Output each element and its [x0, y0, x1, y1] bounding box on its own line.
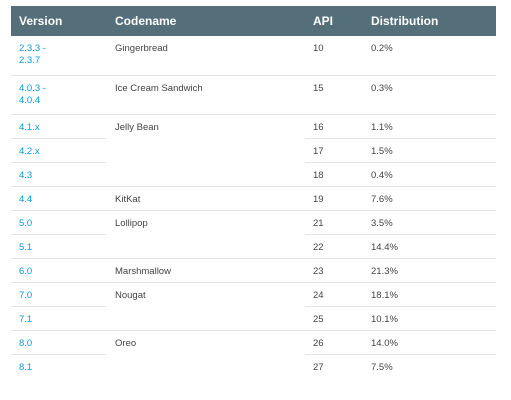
distribution-cell: 7.6% — [363, 186, 496, 211]
api-cell: 18 — [305, 162, 363, 187]
api-cell: 10 — [305, 36, 363, 76]
api-cell: 23 — [305, 258, 363, 283]
version-link-text[interactable]: 8.0 — [19, 337, 33, 349]
version-link-text[interactable]: 4.4 — [19, 193, 33, 205]
distribution-cell: 7.5% — [371, 361, 393, 373]
header-distribution: Distribution — [363, 6, 496, 36]
version-link[interactable]: 6.0 — [11, 258, 107, 283]
version-link-text[interactable]: 5.1 — [19, 241, 33, 253]
version-link[interactable]: 5.1 — [11, 234, 107, 259]
table-row: 4.4 KitKat 19 7.6% — [11, 186, 496, 211]
table-row: 4.0.3 - 4.0.4 Ice Cream Sandwich 15 0.3% — [11, 75, 496, 115]
version-link[interactable]: 4.1.x — [11, 114, 107, 139]
table-row: 8.0 Oreo 26 14.0% — [11, 330, 496, 355]
api-cell: 19 — [305, 186, 363, 211]
api-cell: 26 — [305, 330, 363, 355]
version-link-text[interactable]: 2.3.3 - 2.3.7 — [19, 43, 46, 66]
api-cell: 25 — [305, 306, 363, 331]
version-link-text[interactable]: 6.0 — [19, 265, 33, 277]
table-row: 4.3 18 0.4% — [11, 162, 496, 187]
distribution-cell: 10.1% — [363, 306, 496, 331]
version-link[interactable]: 4.4 — [11, 186, 107, 211]
codename-cell: KitKat — [107, 186, 305, 211]
distribution-cell: 18.1% — [363, 282, 496, 307]
version-link[interactable]: 8.0 — [11, 330, 107, 355]
table-header-row: Version Codename API Distribution — [11, 6, 496, 36]
codename-cell: Marshmallow — [107, 258, 305, 283]
codename-cell: Gingerbread — [107, 36, 305, 76]
api-cell: 27 — [313, 361, 324, 373]
distribution-cell: 21.3% — [363, 258, 496, 283]
table-row: 5.0 Lollipop 21 3.5% — [11, 210, 496, 259]
version-link-text[interactable]: 7.0 — [19, 289, 33, 301]
version-link[interactable]: 5.0 — [11, 210, 107, 235]
version-link[interactable]: 4.0.3 - 4.0.4 — [11, 75, 107, 115]
version-link[interactable]: 8.1 — [11, 354, 107, 378]
header-codename: Codename — [107, 6, 305, 36]
version-link-text[interactable]: 8.1 — [19, 361, 33, 373]
distribution-cell: 14.0% — [363, 330, 496, 355]
distribution-cell: 14.4% — [363, 234, 496, 259]
version-link[interactable]: 7.0 — [11, 282, 107, 307]
version-link-text[interactable]: 4.2.x — [19, 145, 40, 157]
api-cell: 17 — [305, 138, 363, 163]
distribution-table-container: Version Codename API Distribution 2.3.3 … — [11, 6, 496, 378]
distribution-cell: 3.5% — [363, 210, 496, 235]
android-distribution-table: Version Codename API Distribution 2.3.3 … — [11, 6, 496, 378]
table-row: 7.0 Nougat 24 18.1% — [11, 282, 496, 331]
version-link[interactable]: 4.2.x — [11, 138, 107, 163]
table-row: 6.0 Marshmallow 23 21.3% — [11, 258, 496, 283]
api-cell: 21 — [305, 210, 363, 235]
table-row: 7.1 25 10.1% — [11, 306, 496, 331]
version-link[interactable]: 4.3 — [11, 162, 107, 187]
codename-cell: Ice Cream Sandwich — [107, 75, 305, 115]
table-row: 8.1 27 7.5% — [11, 354, 496, 378]
header-version: Version — [11, 6, 107, 36]
distribution-cell: 1.5% — [363, 138, 496, 163]
header-api: API — [305, 6, 363, 36]
api-cell: 15 — [305, 75, 363, 115]
version-link-text[interactable]: 4.3 — [19, 169, 33, 181]
codename-cell: Nougat — [107, 282, 305, 331]
table-row: 4.1.x Jelly Bean 16 1.1% — [11, 114, 496, 187]
version-link-text[interactable]: 7.1 — [19, 313, 33, 325]
distribution-cell: 0.3% — [363, 75, 496, 115]
api-cell: 24 — [305, 282, 363, 307]
version-link-text[interactable]: 4.1.x — [19, 121, 40, 133]
api-cell: 22 — [305, 234, 363, 259]
distribution-cell: 1.1% — [363, 114, 496, 139]
version-link-text[interactable]: 5.0 — [19, 217, 33, 229]
version-link-text[interactable]: 4.0.3 - 4.0.4 — [19, 82, 46, 106]
distribution-cell: 0.4% — [363, 162, 496, 187]
table-row: 4.2.x 17 1.5% — [11, 138, 496, 163]
table-row: 2.3.3 - 2.3.7 Gingerbread 10 0.2% — [11, 36, 496, 76]
version-link[interactable]: 7.1 — [11, 306, 107, 331]
table-row: 5.1 22 14.4% — [11, 234, 496, 259]
codename-cell: Oreo — [115, 337, 137, 349]
codename-cell: Jelly Bean — [107, 114, 305, 187]
api-cell: 16 — [305, 114, 363, 139]
version-link[interactable]: 2.3.3 - 2.3.7 — [11, 36, 107, 76]
distribution-cell: 0.2% — [363, 36, 496, 76]
codename-cell: Lollipop — [107, 210, 305, 259]
